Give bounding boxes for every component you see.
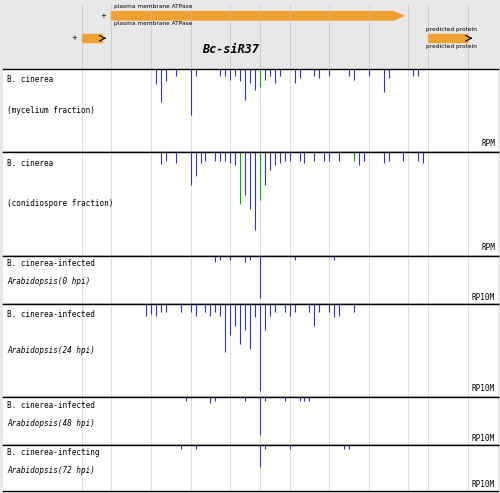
Text: predicted protein: predicted protein: [426, 27, 476, 32]
Text: RP10M: RP10M: [472, 434, 495, 443]
Text: +: +: [71, 35, 77, 41]
Text: B. cinerea-infecting: B. cinerea-infecting: [8, 448, 100, 458]
Text: plasma membrane ATPase: plasma membrane ATPase: [114, 4, 192, 9]
Text: Arabidopsis(24 hpi): Arabidopsis(24 hpi): [8, 346, 96, 355]
Text: +: +: [100, 13, 106, 19]
Text: B. cinerea: B. cinerea: [8, 159, 54, 168]
Text: RPM: RPM: [481, 243, 495, 251]
Bar: [82, 34, 102, 42]
Text: (conidiospore fraction): (conidiospore fraction): [8, 199, 114, 208]
Text: RP10M: RP10M: [472, 385, 495, 393]
Text: Arabidopsis(0 hpi): Arabidopsis(0 hpi): [8, 278, 90, 286]
Text: Arabidopsis(72 hpi): Arabidopsis(72 hpi): [8, 465, 96, 475]
FancyArrow shape: [112, 12, 404, 20]
Text: RP10M: RP10M: [472, 293, 495, 302]
Text: RPM: RPM: [481, 140, 495, 148]
Bar: [428, 34, 468, 42]
Text: B. cinerea-infected: B. cinerea-infected: [8, 310, 96, 319]
Text: B. cinerea-infected: B. cinerea-infected: [8, 400, 96, 410]
Text: Arabidopsis(48 hpi): Arabidopsis(48 hpi): [8, 419, 96, 428]
Text: predicted protein: predicted protein: [426, 44, 476, 49]
Text: plasma membrane ATPase: plasma membrane ATPase: [114, 21, 192, 26]
Text: B. cinerea: B. cinerea: [8, 75, 54, 84]
Text: Bc-siR37: Bc-siR37: [202, 43, 258, 56]
Text: (mycelium fraction): (mycelium fraction): [8, 106, 96, 115]
Text: RP10M: RP10M: [472, 480, 495, 489]
Text: B. cinerea-infected: B. cinerea-infected: [8, 259, 96, 268]
